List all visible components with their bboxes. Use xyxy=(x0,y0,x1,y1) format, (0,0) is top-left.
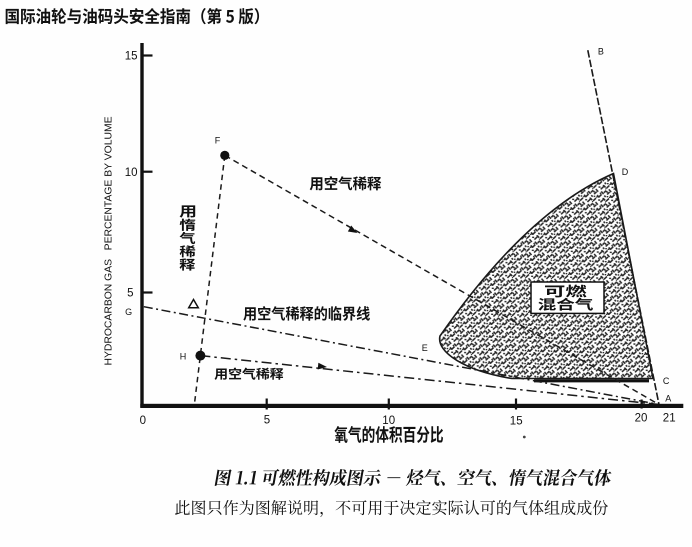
svg-text:B: B xyxy=(598,47,604,57)
svg-text:H: H xyxy=(180,351,187,361)
svg-text:10: 10 xyxy=(125,167,138,179)
svg-text:20: 20 xyxy=(635,413,648,425)
svg-text:A: A xyxy=(665,393,671,403)
svg-text:5: 5 xyxy=(127,288,133,300)
svg-text:F: F xyxy=(215,136,221,146)
svg-text:21: 21 xyxy=(663,413,676,425)
svg-text:0: 0 xyxy=(140,415,146,427)
svg-text:G: G xyxy=(125,307,132,317)
svg-text:15: 15 xyxy=(510,416,523,428)
svg-text:C: C xyxy=(663,376,670,386)
svg-text:HYDROCARBON GAS PERCENTAGE B: HYDROCARBON GAS PERCENTAGE BY VOLUME xyxy=(104,116,115,365)
svg-text:D: D xyxy=(622,167,629,177)
svg-text:5: 5 xyxy=(264,415,270,427)
svg-text:15: 15 xyxy=(125,51,138,63)
svg-text:10: 10 xyxy=(382,415,395,427)
svg-text:E: E xyxy=(422,343,428,353)
